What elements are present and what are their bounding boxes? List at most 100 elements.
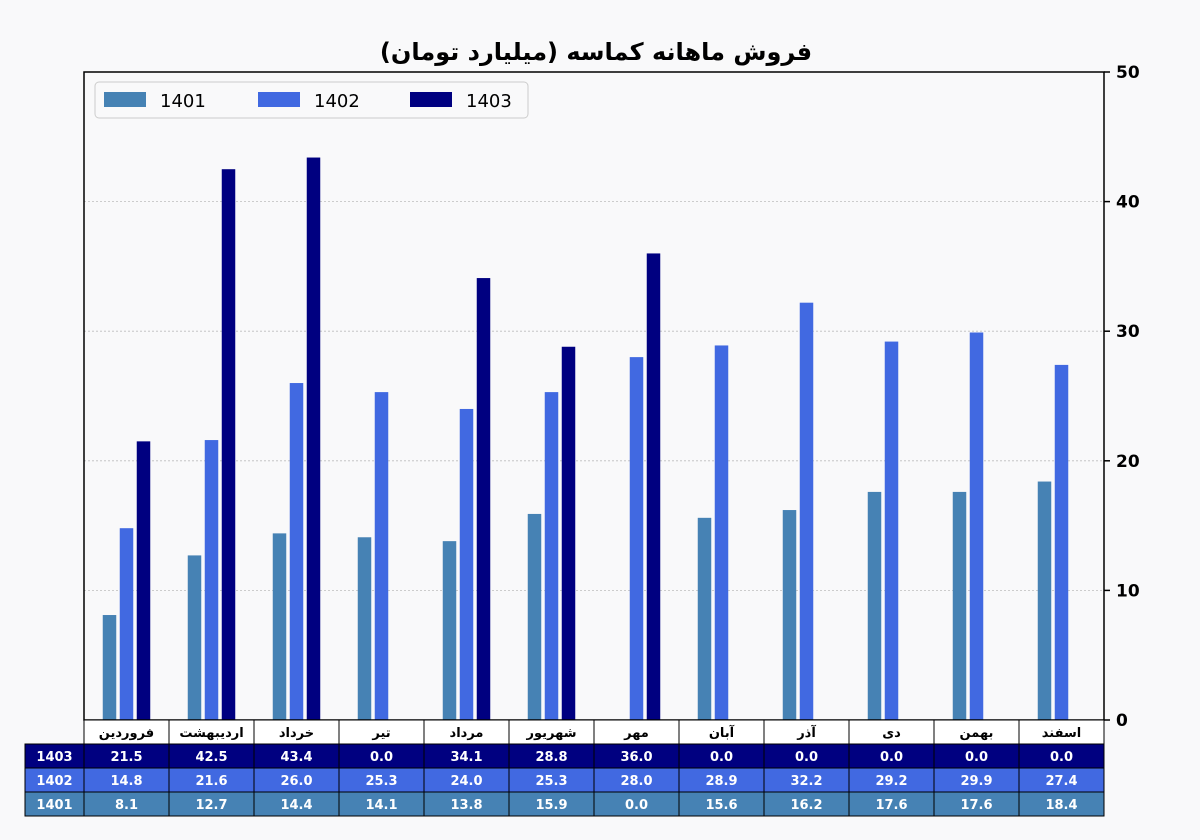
table-cell [168,743,255,769]
bar-1402-10 [884,341,899,720]
bar-1401-1 [102,615,117,720]
table-cell [933,743,1020,769]
table-value: 28.0 [620,774,652,789]
bar-1401-10 [867,491,882,720]
table-cell [83,743,170,769]
table-cell [678,791,765,817]
table-row-label-cell [24,743,85,769]
table-row-label-cell [24,767,85,793]
bar-1401-6 [527,513,542,720]
y-tick-label: 50 [1116,63,1140,83]
bar-1401-12 [1037,481,1052,720]
bar-1401-2 [187,555,202,720]
y-tick-label: 30 [1116,322,1140,342]
table-value: 14.4 [280,798,312,813]
table-row-label: 1401 [36,798,72,813]
table-value: 0.0 [625,798,648,813]
bar-1402-9 [799,302,814,720]
y-tick-label: 10 [1116,581,1140,601]
bar-1402-4 [374,392,389,720]
bar-1402-6 [544,392,559,720]
table-value: 0.0 [965,750,988,765]
table-value: 32.2 [790,774,822,789]
x-category-label: خرداد [279,726,314,741]
table-cell [593,767,680,793]
x-category-label: بهمن [960,726,994,741]
table-row-label: 1402 [36,774,72,789]
bar-1401-8 [697,517,712,720]
table-value: 43.4 [280,750,312,765]
table-value: 0.0 [795,750,818,765]
table-value: 24.0 [450,774,482,789]
x-category-label: شهریور [526,726,577,741]
gridlines [84,201,1104,591]
legend: 1401 1402 1403 [94,81,529,119]
table-cell [338,791,425,817]
table-value: 21.6 [195,774,227,789]
y-axis: 0 10 20 30 40 50 [1104,63,1140,731]
table-value: 18.4 [1045,798,1077,813]
table-value: 28.8 [535,750,567,765]
table-header-cell [763,719,850,745]
table-cell [253,743,340,769]
x-category-label: تیر [371,726,390,741]
table-value: 21.5 [110,750,142,765]
table-cell [423,791,510,817]
chart-title: فروش ماهانه کماسه (میلیارد تومان) [380,38,812,66]
table-value: 17.6 [960,798,992,813]
table-value: 15.9 [535,798,567,813]
bar-1403-2 [221,169,236,720]
table-value: 0.0 [880,750,903,765]
bar-1403-3 [306,157,321,720]
table-cell [253,791,340,817]
y-tick-label: 20 [1116,452,1140,472]
legend-swatch-1402 [258,92,300,107]
legend-label-1401: 1401 [160,91,206,112]
table-value: 12.7 [195,798,227,813]
y-tick-label: 0 [1116,711,1128,731]
bars [102,157,1069,720]
table-row-label-cell [24,791,85,817]
bar-1401-11 [952,491,967,720]
bar-1401-4 [357,537,372,720]
legend-swatch-1403 [410,92,452,107]
table-cell [168,767,255,793]
x-category-label: آبان [709,724,735,741]
table-cell [593,743,680,769]
table-value: 34.1 [450,750,482,765]
table-cell [593,791,680,817]
bar-1403-7 [646,253,661,720]
table-value: 15.6 [705,798,737,813]
table-value: 14.1 [365,798,397,813]
legend-box [94,81,529,119]
bar-1403-6 [561,346,576,720]
table-value: 0.0 [1050,750,1073,765]
table-value: 26.0 [280,774,312,789]
x-category-label: دی [882,726,901,741]
table-cell [1018,743,1105,769]
table-value: 36.0 [620,750,652,765]
table-value: 0.0 [370,750,393,765]
bar-1402-8 [714,345,729,720]
x-category-label: اردیبهشت [179,726,243,741]
bar-1402-7 [629,357,644,720]
data-table: فروردین اردیبهشت خرداد تیر مرداد شهریور مهر آبا… [24,719,1105,817]
table-value: 29.9 [960,774,992,789]
table-header-cell [253,719,340,745]
table-cell [423,743,510,769]
bar-1402-5 [459,408,474,720]
bar-1401-3 [272,533,287,720]
bar-1402-1 [119,528,134,720]
bar-1403-5 [476,278,491,720]
bar-1401-5 [442,541,457,720]
table-header-cell [423,719,510,745]
table-cell [508,791,595,817]
table-cell [933,767,1020,793]
table-value: 16.2 [790,798,822,813]
bar-1401-9 [782,510,797,720]
table-cell [678,767,765,793]
bar-1402-12 [1054,364,1069,720]
table-value: 27.4 [1045,774,1077,789]
